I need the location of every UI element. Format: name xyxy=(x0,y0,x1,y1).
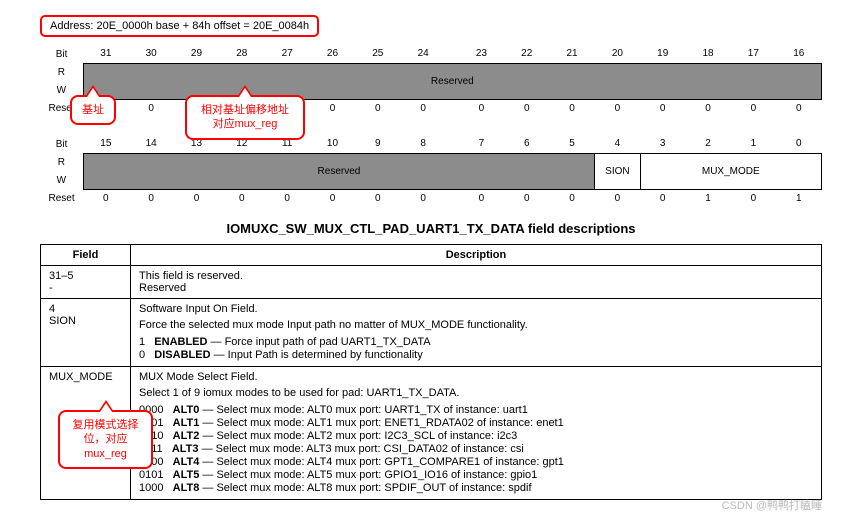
w-label-lo: W xyxy=(40,171,83,189)
alt-line: 0100 ALT4 — Select mux mode: ALT4 mux po… xyxy=(139,456,813,468)
reset-row-lo: Reset 0000000000000101 xyxy=(40,189,822,207)
alt-line: 0000 ALT0 — Select mux mode: ALT0 mux po… xyxy=(139,404,813,416)
r-label: R xyxy=(40,63,83,81)
field-desc: Software Input On Field. Force the selec… xyxy=(131,299,822,367)
bit-row-hi: Bit 31302928272625242322212019181716 xyxy=(40,45,822,63)
reserved-field-hi: Reserved xyxy=(83,63,821,99)
section-title: IOMUXC_SW_MUX_CTL_PAD_UART1_TX_DATA fiel… xyxy=(40,221,822,236)
bit-row-lo: Bit 1514131211109876543210 xyxy=(40,135,822,153)
field-desc: This field is reserved.Reserved xyxy=(131,266,822,299)
reserved-field-lo: Reserved xyxy=(83,153,595,189)
address-line: Address: 20E_0000h base + 84h offset = 2… xyxy=(40,15,319,37)
r-label-lo: R xyxy=(40,153,83,171)
callout-offset: 相对基址偏移地址对应mux_reg xyxy=(185,95,305,140)
table-row: 4SION Software Input On Field. Force the… xyxy=(41,299,822,367)
muxmode-field: MUX_MODE xyxy=(640,153,821,189)
th-field: Field xyxy=(41,245,131,266)
watermark: CSDN @鸭鸭打瞌睡 xyxy=(722,497,822,513)
field-name: 31–5- xyxy=(41,266,131,299)
field-desc: MUX Mode Select Field. Select 1 of 9 iom… xyxy=(131,367,822,500)
alt-line: 0101 ALT5 — Select mux mode: ALT5 mux po… xyxy=(139,469,813,481)
field-name: 4SION xyxy=(41,299,131,367)
th-desc: Description xyxy=(131,245,822,266)
alt-line: 0011 ALT3 — Select mux mode: ALT3 mux po… xyxy=(139,443,813,455)
sion-field: SION xyxy=(595,153,640,189)
bit-label-lo: Bit xyxy=(40,135,83,153)
alt-line: 0010 ALT2 — Select mux mode: ALT2 mux po… xyxy=(139,430,813,442)
reset-row-hi: Reset 0000000000000000 xyxy=(40,99,822,117)
field-desc-table: Field Description 31–5- This field is re… xyxy=(40,244,822,500)
bit-diagram-hi: Bit 31302928272625242322212019181716 R R… xyxy=(40,45,822,117)
reset-label-lo: Reset xyxy=(40,189,83,207)
bit-diagram-lo: Bit 1514131211109876543210 R Reserved SI… xyxy=(40,135,822,207)
bit-label: Bit xyxy=(40,45,83,63)
callout-base-addr: 基址 xyxy=(70,95,116,125)
alt-line: 1000 ALT8 — Select mux mode: ALT8 mux po… xyxy=(139,482,813,494)
callout-muxmode: 复用模式选择位，对应mux_reg xyxy=(58,410,153,469)
alt-line: 0001 ALT1 — Select mux mode: ALT1 mux po… xyxy=(139,417,813,429)
table-row: 31–5- This field is reserved.Reserved xyxy=(41,266,822,299)
table-row: MUX_MODE MUX Mode Select Field. Select 1… xyxy=(41,367,822,500)
